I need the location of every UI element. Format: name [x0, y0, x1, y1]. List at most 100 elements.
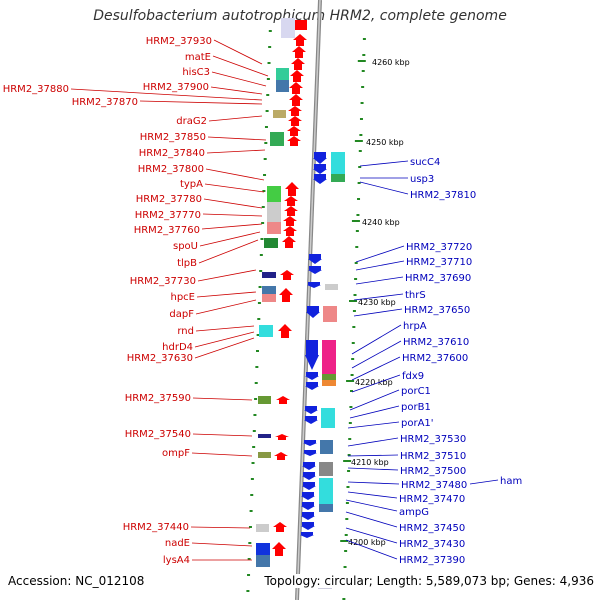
- gene-label[interactable]: ampG: [399, 507, 429, 518]
- track-dash: [359, 134, 363, 136]
- scale-tick-label: 4230 kbp: [358, 298, 396, 307]
- track-dash: [362, 38, 366, 40]
- gene-label[interactable]: sucC4: [410, 157, 440, 168]
- gene-label[interactable]: HRM2_37600: [402, 353, 468, 364]
- gene-label[interactable]: tlpB: [177, 258, 197, 269]
- gene-label[interactable]: HRM2_37770: [135, 210, 201, 221]
- connector-line: [192, 397, 253, 401]
- gene-label[interactable]: thrS: [405, 290, 426, 301]
- connector-line: [208, 115, 263, 122]
- gene-label[interactable]: hpcE: [170, 292, 195, 303]
- gene-label[interactable]: HRM2_37510: [400, 451, 466, 462]
- connector-line: [198, 239, 259, 264]
- gene-label[interactable]: fdx9: [402, 371, 424, 382]
- connector-line: [351, 340, 402, 369]
- gene-label[interactable]: ham: [500, 476, 522, 487]
- gene-arrow: [293, 34, 307, 46]
- gene-label[interactable]: HRM2_37930: [146, 36, 212, 47]
- right-gene-arrows: [300, 152, 327, 538]
- track-dash: [361, 70, 365, 72]
- gene-label[interactable]: porC1: [401, 386, 431, 397]
- gene-label[interactable]: HRM2_37810: [410, 190, 476, 201]
- gene-label[interactable]: HRM2_37870: [72, 97, 138, 108]
- gene-label[interactable]: porB1: [401, 402, 431, 413]
- gene-label[interactable]: HRM2_37440: [123, 522, 189, 533]
- gene-label[interactable]: HRM2_37730: [130, 276, 196, 287]
- gene-label[interactable]: HRM2_37470: [399, 494, 465, 505]
- track-dash: [355, 230, 359, 232]
- gene-label[interactable]: lysA4: [163, 555, 190, 566]
- track-dash: [264, 126, 268, 128]
- scale-tick-mark: [340, 540, 349, 542]
- connector-line: [347, 421, 400, 429]
- gene-label[interactable]: HRM2_37650: [404, 305, 470, 316]
- gene-label[interactable]: HRM2_37720: [406, 242, 472, 253]
- gene-label[interactable]: HRM2_37780: [136, 194, 202, 205]
- gene-label[interactable]: dapF: [169, 309, 194, 320]
- gene-label[interactable]: HRM2_37900: [143, 82, 209, 93]
- track-dash: [252, 430, 256, 432]
- track-dash: [357, 198, 361, 200]
- track-dash: [255, 366, 259, 368]
- scale-tick-label: 4210 kbp: [351, 458, 389, 467]
- connector-line: [349, 389, 400, 411]
- gene-label[interactable]: HRM2_37840: [139, 148, 205, 159]
- gene-arrow: [287, 126, 301, 136]
- track-dash: [247, 574, 251, 576]
- gene-arrow: [280, 270, 294, 280]
- connector-line: [347, 454, 399, 457]
- gene-label[interactable]: HRM2_37690: [405, 273, 471, 284]
- gene-label[interactable]: HRM2_37610: [403, 337, 469, 348]
- track-dash: [260, 238, 264, 240]
- gene-label[interactable]: hdrD4: [162, 342, 193, 353]
- gene-arrow: [308, 266, 322, 274]
- gene-label[interactable]: HRM2_37480: [401, 480, 467, 491]
- gene-label[interactable]: HRM2_37590: [125, 393, 191, 404]
- gene-label[interactable]: HRM2_37530: [400, 434, 466, 445]
- genome-backbone: [295, 0, 322, 600]
- gene-label[interactable]: HRM2_37430: [399, 539, 465, 550]
- gene-label[interactable]: rnd: [177, 326, 194, 337]
- connector-line: [139, 100, 263, 105]
- gene-label[interactable]: draG2: [176, 116, 207, 127]
- track-dash: [343, 566, 347, 568]
- gene-label[interactable]: HRM2_37500: [400, 466, 466, 477]
- gene-arrow: [285, 182, 299, 196]
- gene-label[interactable]: HRM2_37880: [3, 84, 69, 95]
- gene-label[interactable]: ompF: [162, 448, 190, 459]
- gene-label[interactable]: matE: [185, 52, 211, 63]
- gene-label[interactable]: nadE: [165, 538, 190, 549]
- gene-label[interactable]: HRM2_37630: [127, 353, 193, 364]
- track-dash: [342, 598, 346, 600]
- gene-label[interactable]: HRM2_37800: [138, 164, 204, 175]
- gene-label[interactable]: HRM2_37390: [399, 555, 465, 566]
- gene-arrow: [291, 58, 305, 70]
- gene-label[interactable]: HRM2_37450: [399, 523, 465, 534]
- track-dash: [252, 446, 256, 448]
- gene-label[interactable]: spoU: [173, 241, 198, 252]
- connector-line: [345, 511, 398, 528]
- gene-label[interactable]: typA: [180, 179, 203, 190]
- gene-label[interactable]: hrpA: [403, 321, 427, 332]
- gene-label[interactable]: hisC3: [182, 67, 210, 78]
- gene-label[interactable]: porA1': [401, 418, 434, 429]
- connector-line: [205, 168, 265, 181]
- connector-line: [201, 223, 263, 230]
- track-dash: [246, 590, 250, 592]
- connector-line: [190, 526, 251, 529]
- gene-arrow: [289, 82, 303, 94]
- connector-line: [359, 181, 409, 195]
- connector-line: [194, 337, 255, 359]
- accession-text: Accession: NC_012108: [8, 574, 145, 588]
- connector-line: [359, 160, 409, 167]
- gene-arrow: [305, 382, 319, 390]
- gene-label[interactable]: HRM2_37760: [134, 225, 200, 236]
- gene-label[interactable]: usp3: [410, 174, 434, 185]
- gene-label[interactable]: HRM2_37540: [125, 429, 191, 440]
- connector-line: [195, 325, 255, 332]
- track-dash: [351, 358, 355, 360]
- gene-label[interactable]: HRM2_37850: [140, 132, 206, 143]
- connector-line: [345, 539, 398, 560]
- gene-label[interactable]: HRM2_37710: [406, 257, 472, 268]
